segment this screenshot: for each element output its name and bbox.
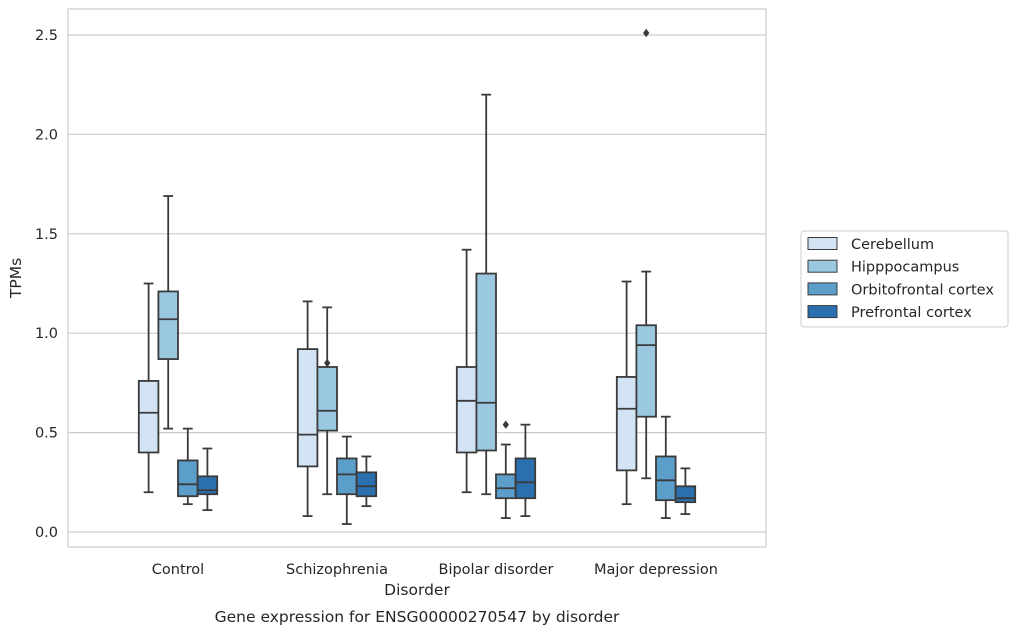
x-tick-label: Major depression [594, 562, 718, 578]
x-tick-label: Schizophrenia [286, 562, 388, 578]
box-prefrontal-cortex [514, 423, 537, 517]
y-axis-label: TPMs [7, 258, 25, 299]
x-tick-label: Control [152, 562, 204, 578]
outlier-point [643, 28, 650, 38]
box-hipppocampus [157, 195, 179, 430]
x-tick-labels: Control Schizophrenia Bipolar disorder Majo… [152, 562, 718, 578]
box-iqr [157, 290, 179, 360]
box-cerebellum [455, 248, 478, 494]
box-iqr [674, 485, 697, 504]
y-tick-label: 1.0 [35, 326, 58, 342]
box-iqr [336, 457, 358, 496]
outlier-point [502, 420, 509, 429]
box-cerebellum [137, 282, 160, 494]
box-iqr [615, 376, 638, 472]
chart-title: Gene expression for ENSG00000270547 by d… [215, 608, 620, 626]
legend-label: Cerebellum [851, 237, 934, 253]
box-orbitofrontal-cortex [177, 427, 199, 506]
legend-label: Orbitofrontal cortex [851, 282, 994, 298]
box-iqr [655, 455, 677, 502]
legend-swatch [807, 282, 838, 296]
box-hipppocampus [635, 28, 657, 480]
plot-area-background [68, 9, 766, 547]
box-iqr [514, 457, 537, 500]
box-hipppocampus [475, 93, 497, 496]
box-orbitofrontal-cortex [655, 415, 677, 519]
box-cerebellum [615, 280, 638, 506]
box-iqr [475, 272, 497, 452]
y-tick-label: 2.5 [35, 28, 58, 44]
box-groups [137, 28, 697, 525]
box-hipppocampus [316, 306, 338, 496]
box-iqr [177, 459, 199, 498]
y-tick-label: 1.5 [35, 227, 58, 243]
legend-swatch [807, 305, 838, 319]
x-axis-label: Disorder [384, 581, 450, 599]
box-iqr [296, 348, 319, 468]
y-tick-label: 2.0 [35, 127, 58, 143]
box-iqr [137, 380, 160, 454]
box-prefrontal-cortex [355, 455, 378, 508]
y-tick-label: 0.0 [35, 525, 58, 541]
x-tick-label: Bipolar disorder [439, 562, 554, 578]
box-iqr [355, 471, 378, 498]
legend: Cerebellum Hipppocampus Orbitofrontal cort… [800, 230, 1009, 328]
box-iqr [316, 366, 338, 432]
box-orbitofrontal-cortex [495, 420, 517, 519]
box-prefrontal-cortex [674, 467, 697, 516]
legend-swatch [807, 259, 838, 273]
plot-frame [67, 8, 767, 548]
box-iqr [635, 324, 657, 418]
outlier-point [324, 358, 331, 368]
legend-frame [800, 230, 1009, 328]
box-prefrontal-cortex [196, 447, 219, 512]
y-tick-labels: 0.0 0.5 1.0 1.5 2.0 2.5 [35, 28, 58, 541]
box-iqr [196, 475, 219, 496]
grid-lines [68, 34, 766, 533]
legend-label: Hipppocampus [851, 260, 959, 276]
legend-label: Prefrontal cortex [851, 305, 972, 321]
legend-items: Cerebellum Hipppocampus Orbitofrontal cort… [807, 237, 994, 321]
y-tick-label: 0.5 [35, 426, 58, 442]
box-iqr [495, 473, 517, 500]
box-iqr [455, 366, 478, 454]
legend-swatch [807, 237, 838, 250]
